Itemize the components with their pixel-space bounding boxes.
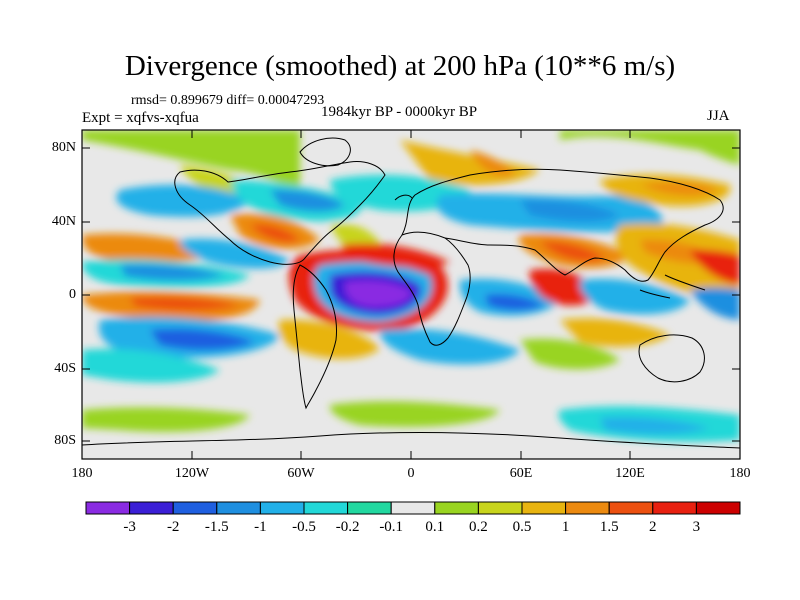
field-region — [520, 338, 620, 370]
colorbar-swatch — [434, 501, 479, 515]
lat-label: 80S — [54, 433, 76, 448]
field-region — [330, 174, 470, 212]
field-region — [179, 238, 290, 269]
map-title: Divergence (smoothed) at 200 hPa (10**6 … — [124, 50, 676, 82]
field-region — [278, 319, 380, 359]
colorbar-label: 1.5 — [599, 519, 619, 535]
north-america-coast — [174, 161, 386, 265]
greenland-coast — [299, 137, 351, 167]
colorbar-label: 0.5 — [512, 519, 532, 535]
colorbar-swatch — [129, 501, 174, 515]
colorbar-swatch — [608, 501, 654, 515]
indonesia-coast — [639, 274, 706, 299]
eurasia-coast — [401, 168, 724, 282]
field-region — [470, 150, 515, 177]
colorbar-label: 0.2 — [469, 519, 488, 535]
lon-label: 0 — [407, 466, 415, 481]
colorbar — [85, 501, 741, 515]
colorbar-label: -1 — [254, 519, 267, 535]
lat-label: 80N — [51, 140, 76, 155]
colorbar-label: 2 — [649, 519, 657, 535]
colorbar-swatch — [565, 501, 610, 515]
britain-coast — [394, 194, 413, 201]
stats-line: rmsd= 0.899679 diff= 0.00047293 — [131, 93, 325, 108]
antarctica-coast — [82, 431, 740, 449]
colorbar-swatch — [390, 501, 436, 515]
colorbar-swatch — [652, 501, 697, 515]
field-region — [379, 328, 520, 365]
colorbar-swatch — [303, 501, 349, 515]
season-label: JJA — [707, 108, 730, 124]
lat-label: 40S — [54, 361, 76, 376]
lon-label: 120E — [615, 466, 645, 481]
lat-label: 40N — [51, 214, 76, 229]
divergence-field — [82, 130, 740, 459]
lon-label: 60E — [509, 466, 533, 481]
lon-label: 180 — [71, 466, 93, 481]
field-region — [344, 280, 412, 308]
lon-ticks — [81, 130, 741, 459]
colorbar-label: 1 — [561, 519, 570, 535]
colorbar-label: 3 — [692, 519, 701, 535]
coastlines — [82, 137, 740, 449]
colorbar-swatch — [695, 501, 741, 515]
colorbar-swatch — [347, 501, 392, 515]
field-region — [520, 199, 620, 222]
period-label: 1984kyr BP - 0000kyr BP — [321, 104, 478, 120]
field-region — [540, 241, 605, 262]
field-region — [116, 184, 250, 217]
australia-coast — [638, 334, 705, 383]
field-region — [150, 328, 255, 350]
field-region — [529, 268, 600, 306]
colorbar-swatch — [259, 501, 305, 515]
field-region — [690, 287, 740, 320]
field-region — [270, 189, 345, 212]
field-region — [640, 182, 720, 196]
colorbar-label: -0.1 — [379, 519, 404, 535]
colorbar-swatch — [216, 501, 261, 515]
colorbar-label: 0.1 — [425, 519, 445, 535]
colorbar-label: -2 — [166, 519, 180, 535]
field-region — [82, 348, 220, 383]
colorbar-swatch — [477, 501, 523, 515]
south-america-coast — [292, 264, 337, 410]
lat-ticks — [82, 147, 740, 442]
field-region — [82, 130, 300, 190]
field-region — [130, 296, 240, 311]
field-region — [560, 130, 740, 165]
field-region — [329, 401, 500, 427]
lon-label: 180 — [729, 466, 751, 481]
colorbar-swatch — [521, 501, 567, 515]
lat-label: 0 — [69, 287, 76, 302]
colorbar-swatch — [85, 501, 131, 515]
field-region — [600, 417, 710, 435]
colorbar-swatch — [172, 501, 218, 515]
field-region — [690, 249, 740, 285]
field-region — [82, 407, 250, 432]
field-region — [485, 294, 545, 311]
colorbar-label: -1.5 — [204, 519, 229, 535]
colorbar-label: -0.2 — [335, 519, 360, 535]
field-region — [250, 224, 300, 242]
field-region — [560, 318, 670, 347]
field-region — [82, 233, 220, 263]
field-region — [579, 278, 690, 315]
lon-label: 60W — [287, 466, 315, 481]
africa-coast — [393, 231, 471, 346]
field-region — [120, 264, 225, 281]
lon-label: 120W — [174, 466, 210, 481]
colorbar-label: -0.5 — [292, 519, 316, 535]
field-region — [340, 243, 450, 268]
colorbar-label: -3 — [123, 519, 136, 535]
experiment-label: Expt = xqfvs-xqfua — [82, 110, 199, 126]
